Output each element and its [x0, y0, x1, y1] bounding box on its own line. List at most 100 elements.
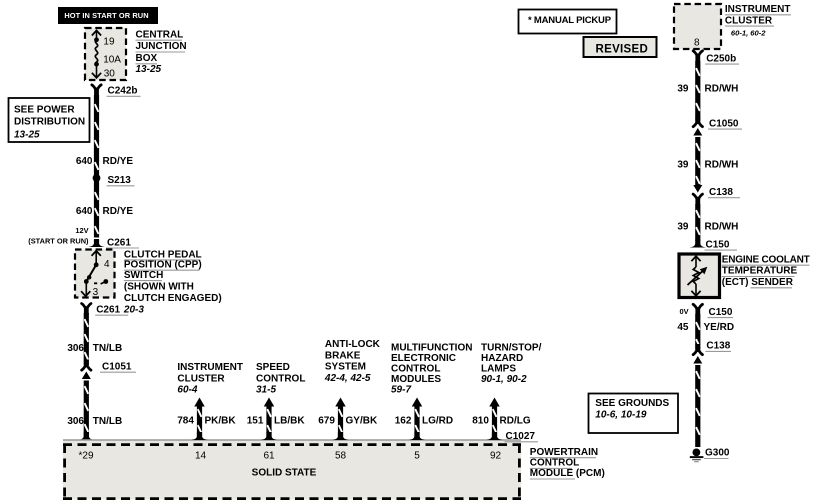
svg-text:SYSTEM: SYSTEM: [325, 362, 366, 373]
svg-text:C1051: C1051: [102, 361, 132, 372]
svg-text:C1027: C1027: [506, 431, 536, 442]
svg-text:810: 810: [472, 416, 489, 427]
svg-text:HOT IN START OR RUN: HOT IN START OR RUN: [64, 11, 148, 20]
svg-text:* MANUAL PICKUP: * MANUAL PICKUP: [528, 15, 612, 26]
svg-text:S213: S213: [108, 175, 132, 186]
svg-text:92: 92: [490, 450, 502, 461]
svg-text:151: 151: [247, 416, 264, 427]
svg-text:20-3: 20-3: [123, 305, 144, 316]
svg-text:306: 306: [67, 343, 84, 354]
svg-text:YE/RD: YE/RD: [704, 322, 735, 333]
svg-text:30: 30: [104, 69, 116, 80]
svg-text:CLUSTER: CLUSTER: [177, 373, 225, 384]
svg-text:RD/YE: RD/YE: [103, 156, 134, 167]
svg-text:162: 162: [395, 416, 412, 427]
svg-text:LB/BK: LB/BK: [274, 416, 305, 427]
svg-text:*29: *29: [78, 450, 93, 461]
svg-text:14: 14: [195, 450, 207, 461]
svg-text:CONTROL: CONTROL: [256, 373, 305, 384]
svg-text:31-5: 31-5: [256, 385, 276, 396]
svg-text:MODULES: MODULES: [391, 374, 441, 385]
svg-text:60-1, 60-2: 60-1, 60-2: [731, 29, 766, 38]
svg-text:HAZARD: HAZARD: [481, 353, 523, 364]
svg-text:ANTI-LOCK: ANTI-LOCK: [325, 339, 381, 350]
svg-text:4: 4: [104, 259, 110, 270]
svg-text:TN/LB: TN/LB: [93, 343, 122, 354]
svg-text:12V: 12V: [75, 226, 88, 235]
svg-text:DISTRIBUTION: DISTRIBUTION: [14, 117, 85, 128]
svg-text:BOX: BOX: [136, 53, 158, 64]
svg-text:MODULE (PCM): MODULE (PCM): [530, 468, 605, 479]
svg-text:C150: C150: [706, 239, 730, 250]
svg-text:POSITION (CPP): POSITION (CPP): [124, 260, 202, 271]
svg-text:39: 39: [677, 84, 689, 95]
svg-text:RD/WH: RD/WH: [705, 84, 739, 95]
svg-text:CLUTCH PEDAL: CLUTCH PEDAL: [124, 249, 202, 260]
svg-text:SWITCH: SWITCH: [124, 270, 163, 281]
svg-text:TURN/STOP/: TURN/STOP/: [481, 342, 542, 353]
svg-text:5: 5: [414, 450, 420, 461]
svg-text:45: 45: [677, 322, 689, 333]
svg-text:39: 39: [677, 160, 689, 171]
svg-text:LAMPS: LAMPS: [481, 364, 516, 375]
svg-text:RD/YE: RD/YE: [103, 206, 134, 217]
svg-text:42-4, 42-5: 42-4, 42-5: [324, 373, 371, 384]
svg-text:SEE POWER: SEE POWER: [14, 105, 75, 116]
svg-text:GY/BK: GY/BK: [346, 416, 378, 427]
svg-text:CENTRAL: CENTRAL: [136, 29, 184, 40]
svg-text:CONTROL: CONTROL: [391, 364, 440, 375]
svg-text:INSTRUMENT: INSTRUMENT: [725, 4, 791, 15]
svg-text:C1050: C1050: [709, 118, 739, 129]
svg-text:(START OR RUN): (START OR RUN): [28, 236, 89, 245]
svg-text:RD/WH: RD/WH: [705, 222, 739, 233]
svg-text:C250b: C250b: [706, 53, 736, 64]
svg-text:REVISED: REVISED: [596, 43, 649, 55]
svg-text:10-6, 10-19: 10-6, 10-19: [595, 410, 647, 421]
svg-text:C242b: C242b: [108, 86, 138, 97]
svg-text:679: 679: [318, 416, 335, 427]
svg-text:ELECTRONIC: ELECTRONIC: [391, 353, 456, 364]
svg-text:SEE GROUNDS: SEE GROUNDS: [595, 398, 669, 409]
svg-text:10A: 10A: [103, 55, 121, 66]
svg-text:8: 8: [694, 38, 700, 49]
svg-text:(ECT) SENDER: (ECT) SENDER: [722, 277, 794, 288]
svg-text:C138: C138: [706, 341, 730, 352]
svg-text:C261: C261: [96, 304, 120, 315]
svg-text:PK/BK: PK/BK: [205, 416, 237, 427]
svg-text:C261: C261: [107, 237, 131, 248]
svg-text:POWERTRAIN: POWERTRAIN: [530, 447, 598, 458]
svg-text:90-1, 90-2: 90-1, 90-2: [481, 374, 527, 385]
svg-text:59-7: 59-7: [391, 385, 411, 396]
svg-text:SPEED: SPEED: [256, 362, 290, 373]
svg-text:39: 39: [677, 222, 689, 233]
svg-text:TN/LB: TN/LB: [93, 416, 122, 427]
svg-text:ENGINE COOLANT: ENGINE COOLANT: [722, 254, 810, 265]
svg-text:640: 640: [76, 206, 93, 217]
svg-text:61: 61: [263, 450, 275, 461]
svg-text:3: 3: [93, 287, 99, 298]
svg-text:19: 19: [103, 37, 115, 48]
svg-text:306: 306: [67, 416, 84, 427]
svg-text:0V: 0V: [679, 307, 688, 316]
svg-text:INSTRUMENT: INSTRUMENT: [177, 362, 243, 373]
svg-text:58: 58: [335, 450, 347, 461]
svg-text:C150: C150: [709, 307, 733, 318]
svg-text:784: 784: [177, 416, 194, 427]
svg-text:C138: C138: [709, 187, 733, 198]
svg-text:13-25: 13-25: [14, 129, 40, 140]
svg-text:G300: G300: [705, 448, 730, 459]
svg-text:640: 640: [76, 156, 93, 167]
svg-text:LG/RD: LG/RD: [422, 416, 453, 427]
svg-text:BRAKE: BRAKE: [325, 350, 361, 361]
svg-text:SOLID STATE: SOLID STATE: [252, 468, 317, 479]
svg-text:RD/WH: RD/WH: [705, 160, 739, 171]
svg-text:(SHOWN WITH: (SHOWN WITH: [124, 282, 194, 293]
svg-text:MULTIFUNCTION: MULTIFUNCTION: [391, 342, 472, 353]
svg-text:60-4: 60-4: [177, 385, 197, 396]
svg-text:13-25: 13-25: [136, 64, 162, 75]
svg-text:CONTROL: CONTROL: [530, 458, 579, 469]
svg-text:JUNCTION: JUNCTION: [136, 41, 187, 52]
svg-text:RD/LG: RD/LG: [500, 416, 531, 427]
svg-text:TEMPERATURE: TEMPERATURE: [722, 266, 798, 277]
svg-text:CLUTCH ENGAGED): CLUTCH ENGAGED): [124, 293, 222, 304]
